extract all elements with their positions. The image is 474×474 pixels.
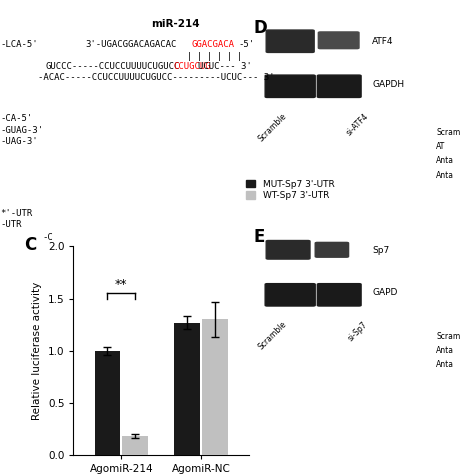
Text: AT: AT [436, 142, 446, 151]
Text: -CA-5': -CA-5' [0, 114, 32, 123]
FancyBboxPatch shape [319, 32, 359, 49]
Text: GUCCC-----CCUCCUUUUCUGUCC: GUCCC-----CCUCCUUUUCUGUCC [45, 62, 179, 71]
Text: -GUAG-3': -GUAG-3' [0, 126, 43, 135]
Legend: MUT-Sp7 3'-UTR, WT-Sp7 3'-UTR: MUT-Sp7 3'-UTR, WT-Sp7 3'-UTR [245, 178, 336, 202]
Text: D: D [254, 19, 267, 37]
Text: -C: -C [43, 233, 54, 242]
Text: Sp7: Sp7 [372, 246, 389, 255]
Text: Scram: Scram [436, 332, 460, 341]
FancyBboxPatch shape [265, 283, 315, 306]
Text: Anta: Anta [436, 171, 454, 180]
Text: UCUC--- 3': UCUC--- 3' [198, 62, 252, 71]
Text: Scramble: Scramble [256, 320, 289, 352]
Text: | | | | | |: | | | | | | [187, 52, 242, 61]
Text: GAPD: GAPD [372, 288, 398, 297]
Text: 3'-UGACGGACAGACAC: 3'-UGACGGACAGACAC [85, 40, 177, 49]
Text: Anta: Anta [436, 360, 454, 369]
Text: -UTR: -UTR [0, 220, 21, 229]
FancyBboxPatch shape [265, 75, 315, 98]
FancyBboxPatch shape [266, 30, 314, 53]
Text: Scram: Scram [436, 128, 460, 137]
Text: si-Sp7: si-Sp7 [346, 320, 369, 343]
Text: Anta: Anta [436, 156, 454, 165]
Bar [95, 351, 120, 455]
Text: CCUGCUG: CCUGCUG [173, 62, 210, 71]
Text: miR-214: miR-214 [151, 19, 200, 29]
Text: Anta: Anta [436, 346, 454, 355]
Text: -LCA-5': -LCA-5' [0, 40, 37, 49]
FancyBboxPatch shape [266, 240, 310, 259]
Text: GGACGACA: GGACGACA [191, 40, 234, 49]
Bar [122, 436, 148, 455]
Text: C: C [24, 236, 36, 254]
FancyBboxPatch shape [317, 75, 361, 98]
Text: -5': -5' [238, 40, 255, 49]
Text: **: ** [115, 278, 128, 292]
Bar [174, 323, 200, 455]
FancyBboxPatch shape [317, 283, 361, 306]
Text: si-ATF4: si-ATF4 [345, 111, 371, 137]
Text: -UAG-3': -UAG-3' [0, 137, 37, 146]
Text: ATF4: ATF4 [372, 37, 393, 46]
Text: Scramble: Scramble [256, 111, 289, 143]
Text: -ACAC-----CCUCCUUUUCUGUCC---------UCUC--- 3': -ACAC-----CCUCCUUUUCUGUCC---------UCUC--… [38, 73, 274, 82]
Text: *'-UTR: *'-UTR [0, 209, 32, 218]
Bar [202, 319, 228, 455]
Y-axis label: Relative luciferase activity: Relative luciferase activity [32, 282, 42, 420]
Text: GAPDH: GAPDH [372, 80, 404, 89]
FancyBboxPatch shape [315, 242, 348, 257]
Text: E: E [254, 228, 265, 246]
